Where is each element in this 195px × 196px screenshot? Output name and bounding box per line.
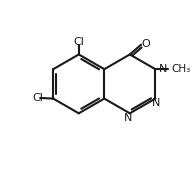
Text: N: N	[124, 113, 132, 123]
Text: Cl: Cl	[32, 93, 43, 103]
Text: CH₃: CH₃	[171, 64, 190, 74]
Text: N: N	[152, 98, 160, 108]
Text: O: O	[141, 39, 150, 49]
Text: Cl: Cl	[73, 37, 84, 47]
Text: N: N	[159, 64, 167, 74]
